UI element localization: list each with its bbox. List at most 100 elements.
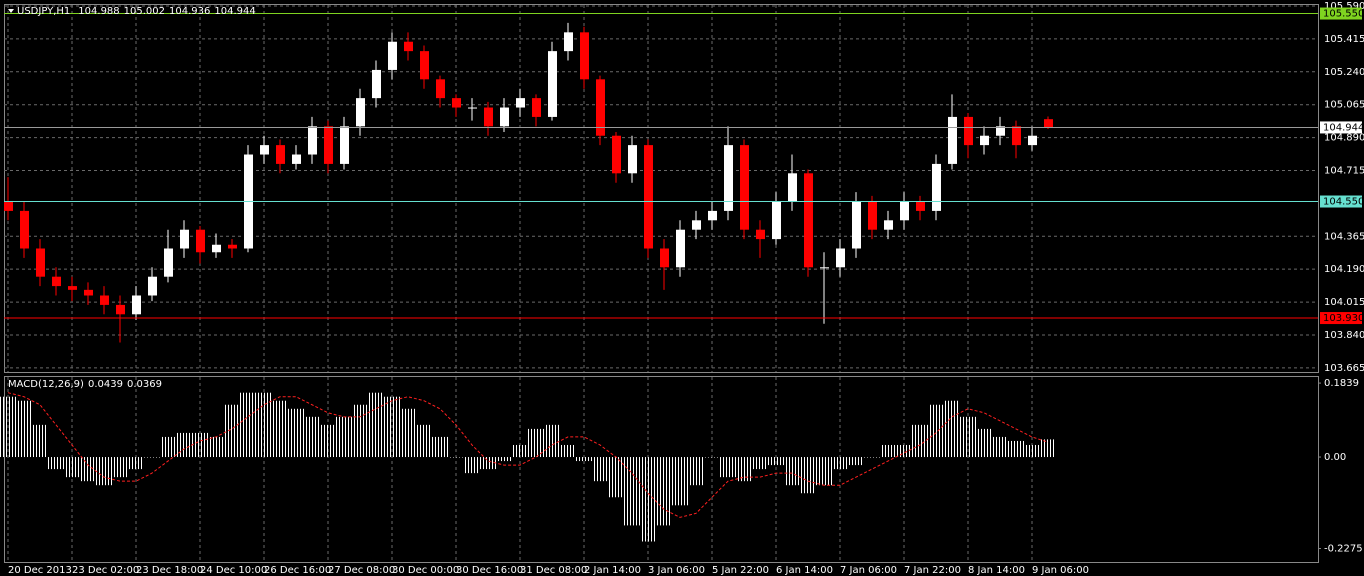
candle-body [180,229,189,249]
candle-body [964,116,973,146]
candle-body [132,295,141,315]
candle-body [564,32,573,52]
macd-bar [432,436,448,458]
x-tick-label: 26 Dec 16:00 [264,565,331,576]
macd-bar [272,400,288,458]
macd-bar [864,457,880,458]
macd-bar [624,457,640,526]
y-tick-label: 105.590 [1324,1,1364,12]
macd-bar [960,416,976,458]
x-tick-label: 30 Dec 16:00 [456,565,523,576]
x-tick-label: 5 Jan 22:00 [712,565,769,576]
candle-body [900,201,909,221]
x-tick-label: 20 Dec 2013 [8,565,72,576]
macd-bar [992,436,1008,458]
macd-bar [544,424,560,458]
candle-body [260,145,269,155]
price-panel-frame [4,4,1319,373]
candle-body [500,107,509,127]
x-tick-label: 7 Jan 06:00 [840,565,897,576]
candle-body [68,286,77,290]
candle-body [164,248,173,277]
macd-bar [112,457,128,478]
candle-body [804,173,813,268]
candle-body [692,220,701,230]
macd-bar [16,400,32,458]
macd-bar [640,457,656,542]
macd-bar [352,404,368,458]
macd-bar [880,444,896,458]
candle-body [644,145,653,249]
candle-body [516,98,525,108]
macd-bar [368,392,384,458]
candle-body [1012,126,1021,146]
chart-header: USDJPY,H1 104.988 105.002 104.936 104.944 [17,6,256,17]
macd-bar [64,457,80,478]
last-close: 104.944 [214,6,255,17]
macd-bar [832,457,848,470]
candle-body [788,173,797,202]
candle-body [676,229,685,268]
macd-bar [720,457,736,478]
candle-body [1028,135,1037,146]
macd-bar [48,457,64,470]
macd-bar [32,424,48,458]
last-high: 105.002 [124,6,165,17]
macd-bar [912,424,928,458]
y-tick-label: 0.00 [1324,452,1346,463]
candle-body [372,69,381,99]
y-tick-label: 103.665 [1324,363,1364,374]
candle-body [548,51,557,117]
last-open: 104.988 [78,6,119,17]
level-label: 104.550 [1323,197,1364,208]
candle-body [228,244,237,249]
candle-body [580,32,589,80]
x-tick-label: 3 Jan 06:00 [648,565,705,576]
candle-body [276,145,285,164]
macd-bar [784,457,800,486]
x-tick-label: 9 Jan 06:00 [1032,565,1089,576]
candle-body [20,210,29,249]
macd-bar [240,392,256,458]
x-tick-label: 8 Jan 14:00 [968,565,1025,576]
candle-body [292,154,301,164]
candle-body [884,220,893,230]
candle-body [612,135,621,174]
level-label: 105.550 [1323,9,1364,20]
macd-bar [944,400,960,458]
macd-bar [752,457,768,470]
macd-header: MACD(12,26,9) 0.0439 0.0369 [8,379,162,390]
macd-bar [1008,440,1024,458]
symbol-title: USDJPY,H1 [17,6,70,17]
macd-bar [416,424,432,458]
level-label-box [1320,7,1362,20]
macd-bar [208,436,224,458]
macd-bar [336,416,352,458]
candle-body [1044,119,1053,128]
candle-body [740,145,749,230]
macd-bar [1040,439,1056,458]
macd-bar [608,457,624,498]
x-tick-label: 23 Dec 18:00 [136,565,203,576]
macd-bar [576,457,592,462]
macd-bar [736,457,752,482]
macd-bar [816,457,832,486]
macd-bar [160,436,176,458]
candle-body [420,51,429,80]
macd-bar [896,444,912,458]
macd-bar [320,424,336,458]
level-label-box [1320,195,1362,208]
macd-bar [800,457,816,494]
level-label: 103.930 [1323,313,1364,324]
macd-bar [80,457,96,482]
y-tick-label: 103.840 [1324,330,1364,341]
macd-bar [848,457,864,466]
candle-body [932,163,941,211]
macd-bar [448,457,464,458]
candle-body [36,248,45,277]
grid-layer [4,5,1321,562]
macd-bar [464,457,480,474]
macd-bar [128,457,144,470]
macd-bar [304,416,320,458]
